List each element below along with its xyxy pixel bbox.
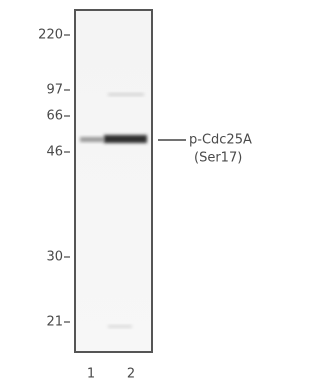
- membrane: [75, 10, 152, 352]
- marker-label: 30: [46, 250, 63, 265]
- lane-label: 1: [87, 367, 95, 382]
- band-name: p-Cdc25A: [189, 133, 252, 148]
- marker-ladder: 220 97 66 46 30 21: [38, 28, 70, 330]
- marker-label: 220: [38, 28, 63, 43]
- band-lane-1: [80, 137, 104, 142]
- marker-label: 66: [46, 109, 63, 124]
- band-lane-2: [104, 135, 147, 143]
- marker-label: 21: [46, 315, 63, 330]
- marker-label: 97: [46, 83, 63, 98]
- faint-band: [108, 93, 144, 96]
- band-site: (Ser17): [194, 151, 242, 166]
- marker-label: 46: [46, 145, 63, 160]
- faint-band: [108, 325, 132, 328]
- lane-label: 2: [127, 367, 135, 382]
